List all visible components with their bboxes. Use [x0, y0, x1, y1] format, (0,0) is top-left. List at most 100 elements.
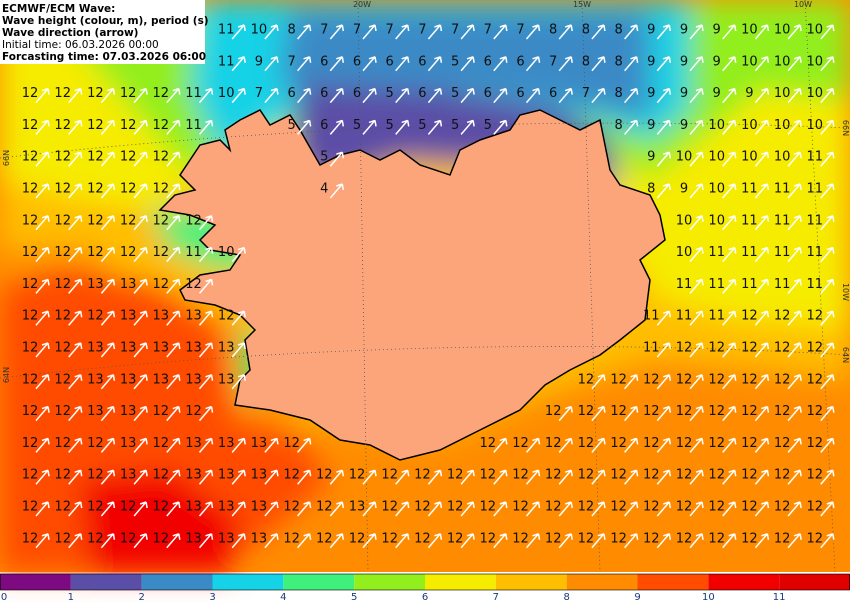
direction-arrow — [787, 151, 802, 167]
direction-arrow — [656, 469, 672, 485]
direction-arrow — [787, 310, 802, 326]
wave-period: 6 — [484, 54, 492, 69]
direction-arrow — [166, 310, 181, 326]
wave-period: 8 — [582, 54, 590, 69]
wave-period: 12 — [153, 213, 170, 228]
direction-arrow — [264, 501, 279, 517]
wave-period: 13 — [218, 468, 235, 483]
direction-arrow — [624, 469, 639, 485]
direction-arrow — [166, 501, 181, 517]
wave-period: 12 — [774, 404, 791, 419]
wave-period: 12 — [87, 500, 104, 515]
wave-period: 5 — [386, 86, 394, 101]
direction-arrow — [754, 246, 770, 263]
wave-period: 12 — [54, 404, 71, 419]
direction-arrow — [591, 405, 606, 422]
wave-period: 12 — [185, 213, 202, 228]
direction-arrow — [689, 437, 704, 453]
wave-period: 9 — [713, 23, 721, 38]
direction-arrow — [820, 278, 835, 294]
direction-arrow — [754, 405, 770, 422]
wave-period: 11 — [708, 309, 725, 324]
wave-period: 13 — [120, 436, 137, 451]
wave-period: 5 — [451, 54, 459, 69]
direction-arrow — [722, 374, 737, 390]
wave-period: 8 — [582, 23, 590, 38]
colorbar-label: 10 — [702, 592, 715, 603]
direction-arrow — [35, 374, 50, 390]
direction-arrow — [754, 533, 770, 549]
direction-arrow — [329, 24, 345, 40]
wave-period: 9 — [647, 23, 655, 38]
wave-period: 6 — [418, 86, 426, 101]
direction-arrow — [722, 87, 737, 104]
direction-arrow — [35, 183, 50, 199]
direction-arrow — [820, 87, 835, 104]
wave-period: 12 — [807, 436, 824, 451]
direction-arrow — [656, 119, 672, 135]
direction-arrow — [166, 151, 181, 167]
direction-arrow — [460, 533, 475, 549]
direction-arrow — [689, 183, 704, 199]
direction-arrow — [754, 437, 770, 453]
direction-arrow — [35, 310, 50, 326]
direction-arrow — [787, 56, 802, 72]
direction-arrow — [198, 278, 214, 294]
wave-period: 12 — [774, 309, 791, 324]
direction-arrow — [493, 469, 508, 485]
wave-period: 10 — [741, 23, 758, 38]
wave-period: 12 — [643, 531, 660, 546]
wave-period: 12 — [22, 277, 39, 292]
wave-period: 13 — [120, 341, 137, 356]
wave-period: 12 — [22, 341, 39, 356]
direction-arrow — [35, 437, 50, 453]
direction-arrow — [35, 119, 50, 135]
direction-arrow — [166, 183, 181, 199]
direction-arrow — [198, 469, 214, 485]
direction-arrow — [689, 24, 704, 40]
colorbar-segment — [708, 574, 780, 590]
direction-arrow — [820, 24, 835, 40]
wave-period: 13 — [218, 372, 235, 387]
direction-arrow — [35, 469, 50, 485]
wave-period: 9 — [647, 86, 655, 101]
wave-period: 12 — [153, 531, 170, 546]
direction-arrow — [525, 437, 541, 453]
direction-arrow — [297, 24, 312, 40]
wave-period: 12 — [54, 531, 71, 546]
direction-arrow — [722, 469, 737, 485]
wave-period: 12 — [54, 309, 71, 324]
direction-arrow — [591, 501, 606, 517]
direction-arrow — [68, 183, 83, 199]
wave-period: 11 — [807, 182, 824, 197]
direction-arrow — [133, 374, 148, 390]
direction-arrow — [624, 119, 639, 135]
direction-arrow — [525, 469, 541, 485]
direction-arrow — [68, 215, 83, 231]
direction-arrow — [362, 501, 377, 517]
direction-arrow — [689, 56, 704, 72]
wave-period: 12 — [807, 372, 824, 387]
direction-arrow — [395, 87, 410, 104]
direction-arrow — [100, 374, 116, 390]
wave-period: 11 — [643, 341, 660, 356]
wave-period: 11 — [676, 309, 693, 324]
wave-period: 13 — [120, 277, 137, 292]
wave-period: 12 — [545, 436, 562, 451]
wave-period: 12 — [120, 500, 137, 515]
direction-arrow — [68, 437, 83, 453]
direction-arrow — [689, 310, 704, 326]
direction-arrow — [35, 533, 50, 549]
wave-period: 12 — [87, 531, 104, 546]
direction-arrow — [133, 119, 148, 135]
header-line: Forcasting time: 07.03.2026 06:00 — [2, 51, 206, 63]
direction-arrow — [264, 56, 279, 72]
direction-arrow — [198, 405, 214, 422]
direction-arrow — [754, 278, 770, 294]
direction-arrow — [198, 533, 214, 549]
wave-period: 12 — [708, 436, 725, 451]
direction-arrow — [787, 119, 802, 135]
wave-period: 11 — [708, 277, 725, 292]
wave-period: 5 — [386, 118, 394, 133]
wave-period: 7 — [255, 86, 263, 101]
